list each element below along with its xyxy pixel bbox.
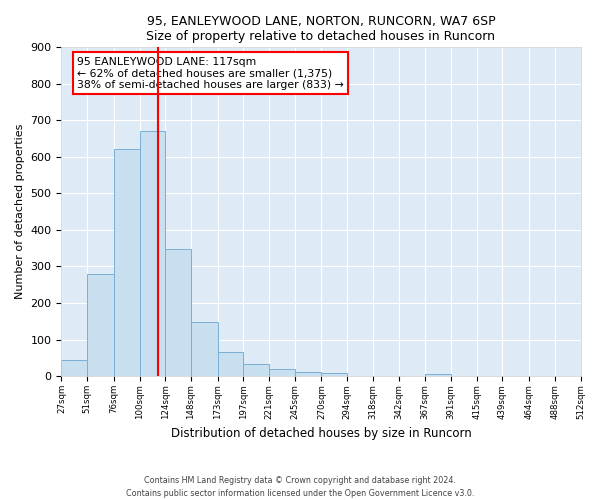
Text: 95 EANLEYWOOD LANE: 117sqm
← 62% of detached houses are smaller (1,375)
38% of s: 95 EANLEYWOOD LANE: 117sqm ← 62% of deta…	[77, 57, 344, 90]
Y-axis label: Number of detached properties: Number of detached properties	[15, 124, 25, 299]
Bar	[165, 249, 191, 376]
Bar	[295, 372, 322, 376]
Title: 95, EANLEYWOOD LANE, NORTON, RUNCORN, WA7 6SP
Size of property relative to detac: 95, EANLEYWOOD LANE, NORTON, RUNCORN, WA…	[146, 15, 496, 43]
Bar	[218, 352, 244, 376]
Bar	[191, 322, 218, 376]
Bar	[114, 148, 140, 376]
Bar	[425, 374, 451, 376]
Bar	[87, 274, 114, 376]
Bar	[244, 364, 269, 376]
Bar	[322, 373, 347, 376]
Bar	[269, 369, 295, 376]
Bar	[140, 131, 165, 376]
X-axis label: Distribution of detached houses by size in Runcorn: Distribution of detached houses by size …	[170, 427, 472, 440]
Bar	[61, 360, 87, 376]
Text: Contains HM Land Registry data © Crown copyright and database right 2024.
Contai: Contains HM Land Registry data © Crown c…	[126, 476, 474, 498]
